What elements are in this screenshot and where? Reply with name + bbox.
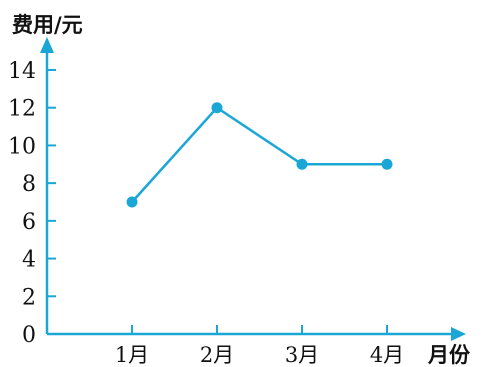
y-tick-label: 14 [8,59,36,84]
y-tick-label: 2 [22,285,36,310]
y-axis-title: 费用/元 [12,12,83,37]
series [126,102,393,208]
axes [40,37,466,341]
y-tick-label: 10 [8,134,36,159]
y-tick-label: 12 [8,97,36,122]
y-tick-label: 4 [22,248,36,273]
y-tick-label: 8 [22,172,36,197]
x-tick-label: 1月 [115,343,149,367]
y-tick-label: 0 [22,323,36,348]
y-axis-arrow [40,37,54,53]
x-tick-label: 4月 [370,343,404,367]
series-line [131,106,387,203]
x-axis-arrow [451,327,466,341]
x-tick-label: 2月 [200,343,234,367]
data-point [126,196,138,208]
x-tick-label: 3月 [285,343,319,367]
x-axis-title: 月份 [427,342,471,367]
y-ticks: 0 2 4 6 8 10 12 14 [8,59,56,348]
data-point [211,102,223,114]
x-ticks: 1月 2月 3月 4月 [115,325,404,367]
data-point [381,158,393,170]
data-point [296,158,308,170]
y-tick-label: 6 [22,210,36,235]
